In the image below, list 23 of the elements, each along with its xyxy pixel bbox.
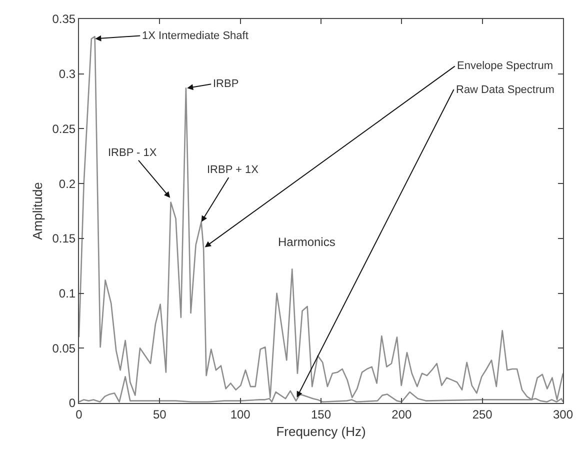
- y-tick-label: 0.15: [52, 232, 76, 246]
- annotation: IRBP: [213, 78, 239, 90]
- annotation: 1X Intermediate Shaft: [142, 30, 248, 42]
- x-tick-label: 250: [472, 407, 493, 422]
- x-axis-title: Frequency (Hz): [276, 424, 366, 439]
- y-axis-title: Amplitude: [30, 182, 46, 240]
- y-tick-label: 0.35: [52, 12, 76, 26]
- annotation: Raw Data Spectrum: [456, 84, 554, 96]
- x-tick-label: 150: [310, 407, 332, 422]
- x-tick-label: 200: [392, 407, 412, 422]
- annotation: Envelope Spectrum: [457, 60, 553, 72]
- x-tick-label: 300: [552, 407, 574, 422]
- y-tick-label: 0.25: [52, 122, 76, 136]
- y-tick-label: 0: [68, 396, 76, 410]
- y-tick-label: 0.2: [58, 176, 76, 191]
- x-tick-label: 100: [230, 407, 251, 422]
- annotation: Harmonics: [278, 235, 336, 249]
- y-tick-label: 0.1: [58, 286, 76, 300]
- annotation: IRBP + 1X: [207, 164, 260, 176]
- y-tick-label: 0.05: [52, 341, 76, 356]
- annotation: IRBP - 1X: [108, 147, 158, 159]
- x-tick-label: 50: [152, 407, 167, 422]
- y-tick-label: 0.3: [58, 67, 76, 82]
